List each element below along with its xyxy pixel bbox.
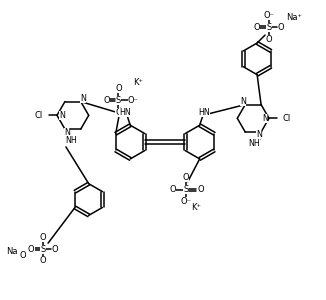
Text: NH: NH <box>65 136 77 146</box>
Text: O⁻: O⁻ <box>180 197 191 206</box>
Text: N: N <box>64 128 70 136</box>
Text: Na: Na <box>6 247 17 256</box>
Text: O: O <box>170 185 176 194</box>
Text: O: O <box>266 34 272 43</box>
Text: K⁺: K⁺ <box>191 203 201 212</box>
Text: S: S <box>266 22 272 32</box>
Text: O: O <box>52 244 58 253</box>
Text: O: O <box>115 84 122 93</box>
Text: Cl: Cl <box>35 111 43 120</box>
Text: N: N <box>240 97 246 106</box>
Text: K⁺: K⁺ <box>133 78 143 87</box>
Text: O: O <box>197 185 204 194</box>
Text: O: O <box>20 250 27 260</box>
Text: N: N <box>256 130 262 140</box>
Text: O: O <box>103 96 110 105</box>
Text: O: O <box>254 22 260 32</box>
Text: O⁻: O⁻ <box>263 11 274 20</box>
Text: O: O <box>28 244 35 253</box>
Text: O: O <box>115 108 122 117</box>
Text: NH: NH <box>248 140 260 148</box>
Text: Cl: Cl <box>283 114 291 123</box>
Text: Na⁺: Na⁺ <box>286 13 302 22</box>
Text: N: N <box>59 111 65 120</box>
Text: S: S <box>116 96 121 105</box>
Text: HN: HN <box>119 108 131 117</box>
Text: O: O <box>40 233 46 242</box>
Text: S: S <box>40 244 46 253</box>
Text: O: O <box>277 22 284 32</box>
Text: O: O <box>183 173 189 182</box>
Text: S: S <box>183 185 188 194</box>
Text: O: O <box>40 256 46 266</box>
Text: N: N <box>262 114 268 123</box>
Text: N: N <box>80 94 86 103</box>
Text: HN: HN <box>199 108 211 117</box>
Text: O⁻: O⁻ <box>128 96 139 105</box>
